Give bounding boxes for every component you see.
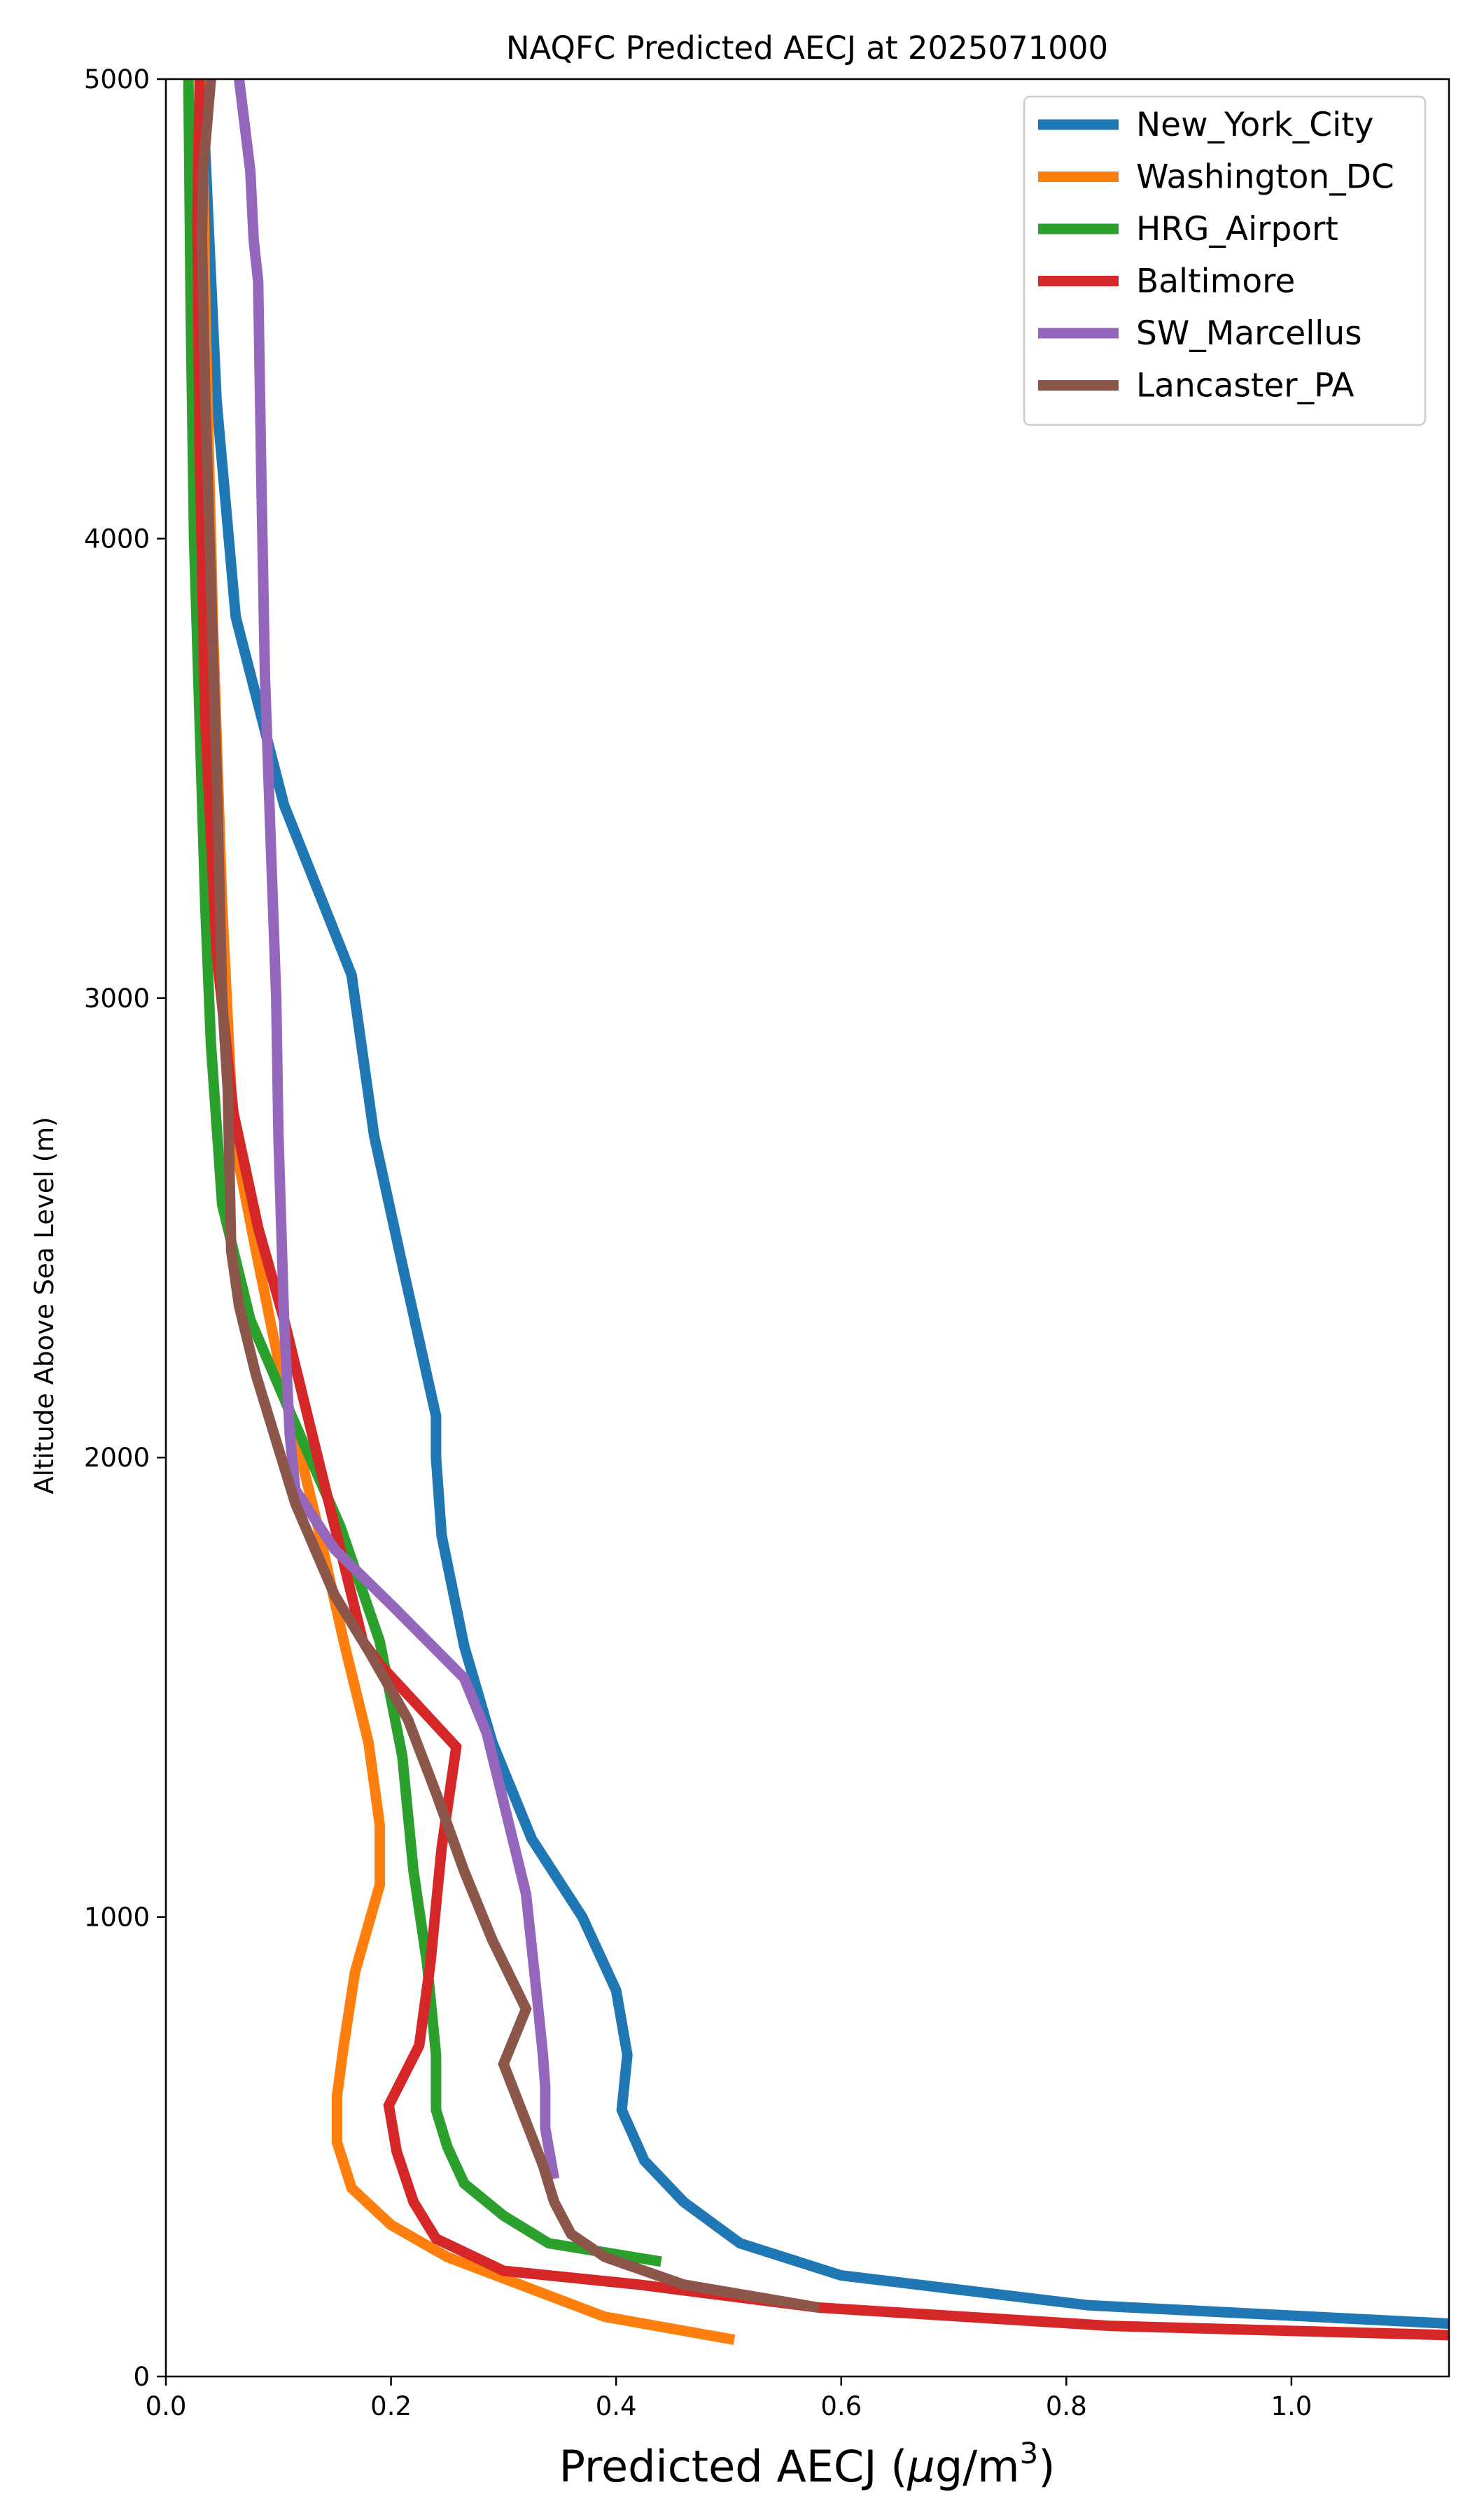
legend-label: New_York_City [1136, 106, 1373, 144]
x-tick-label: 0.8 [1046, 2391, 1087, 2421]
x-tick-label: 0.0 [146, 2391, 187, 2421]
legend-box [1023, 95, 1427, 426]
chart-title: NAQFC Predicted AECJ at 2025071000 [506, 29, 1108, 66]
x-tick-label: 1.0 [1270, 2391, 1312, 2421]
legend-label: HRG_Airport [1136, 210, 1338, 248]
legend-label: SW_Marcellus [1136, 314, 1362, 353]
legend: New_York_City Washington_DC HRG_Airport Bal… [1023, 95, 1427, 426]
x-tick-label: 0.6 [820, 2391, 862, 2421]
x-tick-label: 0.4 [596, 2391, 637, 2421]
y-tick-label: 0 [133, 2362, 150, 2392]
y-tick-label: 4000 [84, 524, 150, 554]
series-line-hrg-airport [183, 79, 662, 2267]
x-axis-label-mu: μ [906, 2441, 934, 2492]
y-axis-label: Altitude Above Sea Level (m) [29, 1116, 59, 1494]
legend-label: Washington_DC [1136, 158, 1394, 197]
x-axis-label-unit: g/m [935, 2441, 1020, 2492]
x-tick-label: 0.2 [370, 2391, 412, 2421]
legend-label: Baltimore [1136, 262, 1295, 301]
y-tick-label: 2000 [84, 1443, 150, 1473]
x-axis-label-main: Predicted AECJ ( [559, 2441, 908, 2492]
y-tick-label: 5000 [84, 64, 150, 94]
x-axis-label-superscript: 3 [1019, 2436, 1038, 2470]
plot-frame [164, 78, 1450, 2378]
y-tick-label: 1000 [84, 1903, 150, 1933]
x-axis-label: Predicted AECJ (μg/m3) [559, 2436, 1056, 2492]
legend-label: Lancaster_PA [1136, 367, 1354, 405]
series-line-lancaster-pa [196, 79, 820, 2313]
axes: 0.0 0.2 0.4 0.6 0.8 1.0 0 1000 2000 3000 4000 5000 [84, 64, 1450, 2421]
x-axis-label-close: ) [1038, 2441, 1055, 2492]
series-layer [183, 79, 1449, 2345]
y-tick-label: 3000 [84, 983, 150, 1014]
